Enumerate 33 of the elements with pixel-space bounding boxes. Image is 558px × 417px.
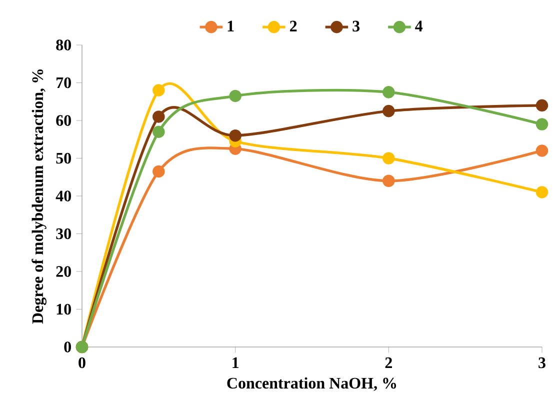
y-tick-label: 0 <box>64 342 71 352</box>
y-tick-label: 60 <box>56 115 71 126</box>
y-tick-label: 70 <box>56 77 71 88</box>
y-tick-label: 40 <box>56 190 71 202</box>
point <box>382 86 395 98</box>
legend-label: 1 <box>228 20 234 32</box>
y-tick-label: 20 <box>56 266 71 277</box>
y-tick-label: 30 <box>56 228 71 240</box>
point <box>382 152 395 164</box>
point <box>152 84 165 96</box>
point <box>536 186 548 198</box>
point <box>382 104 395 118</box>
point <box>229 129 242 142</box>
y-tick-label: 50 <box>56 152 71 164</box>
x-tick-label: 3 <box>538 357 546 368</box>
x-tick-label: 1 <box>232 357 239 368</box>
y-tick-label: 80 <box>56 40 71 50</box>
point <box>536 99 548 112</box>
legend-label: 2 <box>290 20 297 32</box>
legend-label: 4 <box>415 20 423 32</box>
point <box>152 126 165 138</box>
point <box>536 118 548 130</box>
point <box>229 90 242 102</box>
point <box>536 144 548 157</box>
legend-label: 3 <box>352 20 360 32</box>
y-axis-title: Degree of molybdenum extraction, % <box>32 69 46 324</box>
y-tick-label: 10 <box>56 304 71 315</box>
x-tick-label: 0 <box>78 357 86 368</box>
x-tick-label: 2 <box>385 357 392 368</box>
point <box>382 174 395 188</box>
x-axis-title: Concentration NaOH, % <box>227 377 396 391</box>
point <box>152 165 165 178</box>
point <box>152 110 165 123</box>
